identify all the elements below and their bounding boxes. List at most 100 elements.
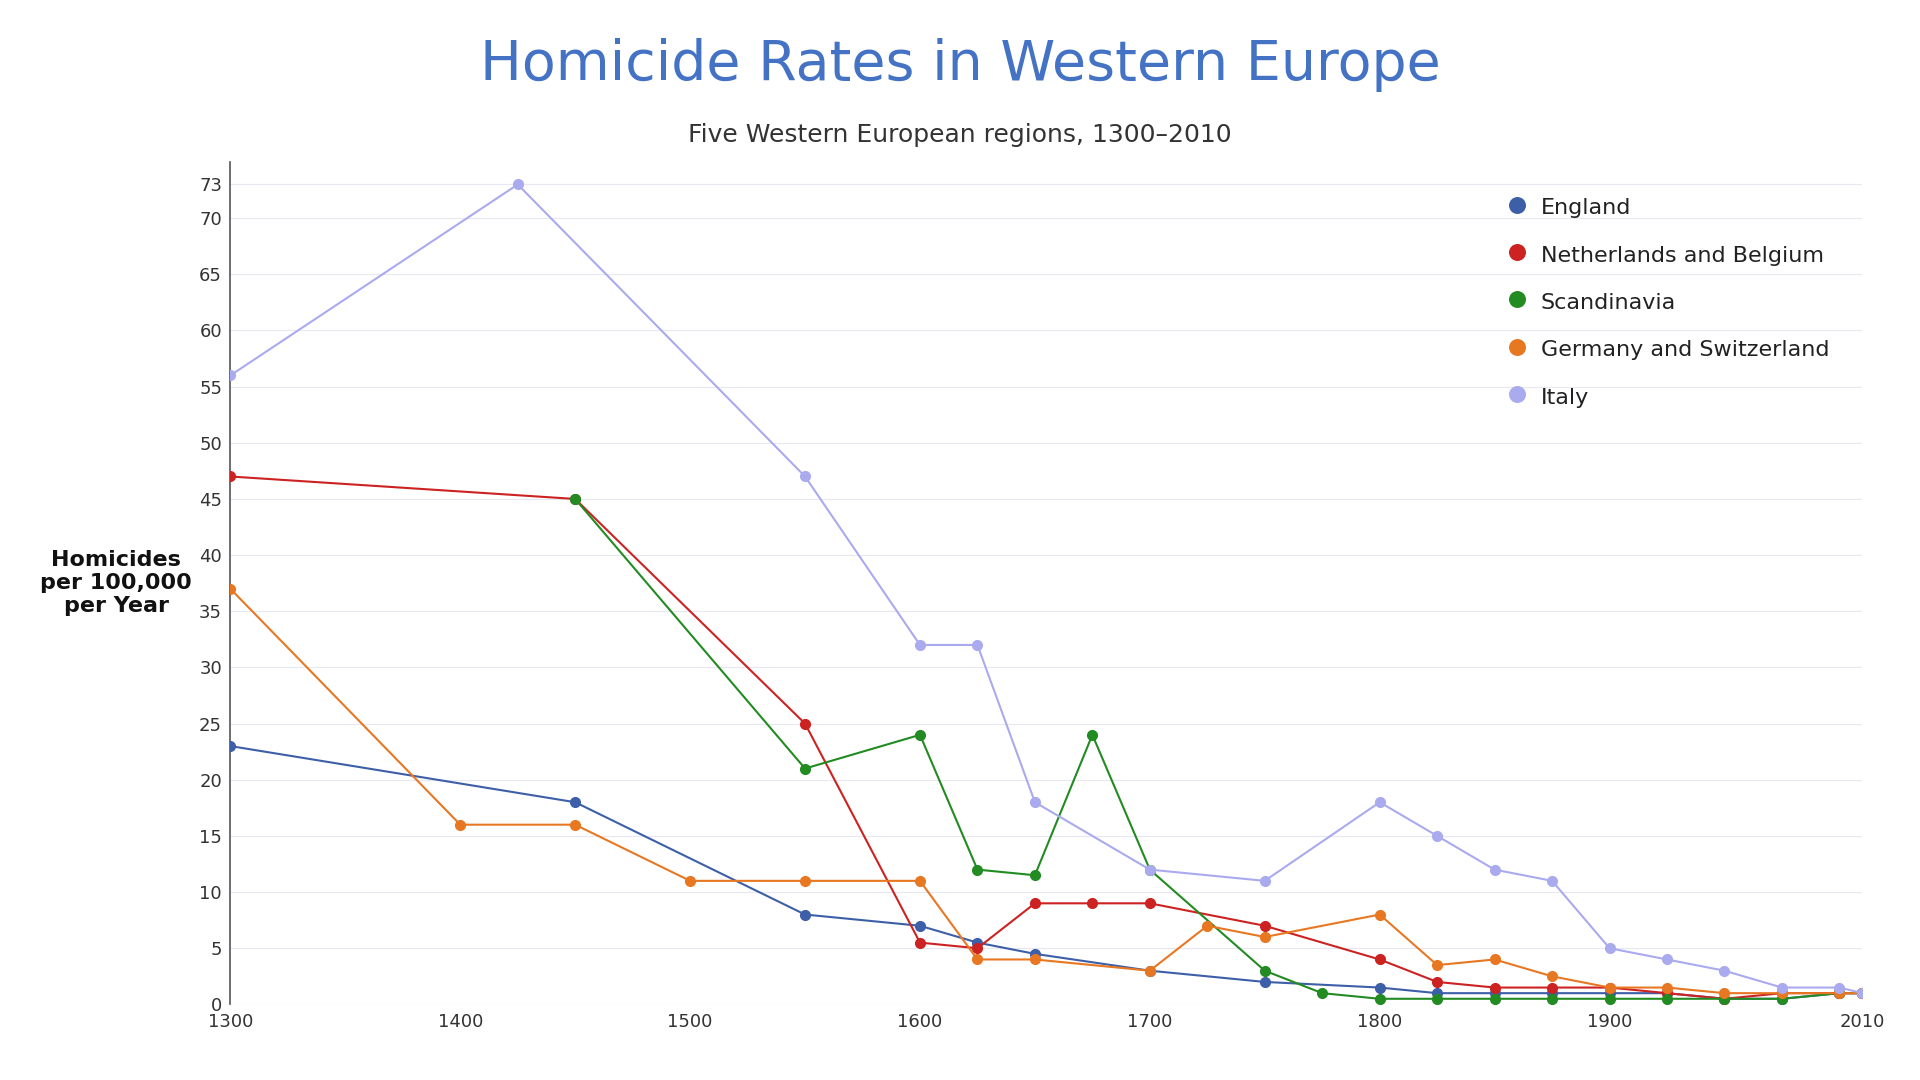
Scandinavia [1427,993,1450,1005]
Scandinavia [1311,987,1334,1000]
Italy [1540,875,1563,888]
Italy [1655,953,1678,966]
Netherlands and Belgium [1369,953,1392,966]
Netherlands and Belgium [219,470,242,483]
Scandinavia [1655,993,1678,1005]
Netherlands and Belgium [1482,981,1505,994]
Germany and Switzerland [1770,987,1793,1000]
Scandinavia [1828,987,1851,1000]
Italy [1851,987,1874,1000]
England [1540,987,1563,1000]
Germany and Switzerland [1427,959,1450,972]
Italy [1427,829,1450,842]
Legend: England, Netherlands and Belgium, Scandinavia, Germany and Switzerland, Italy: England, Netherlands and Belgium, Scandi… [1490,173,1851,430]
Italy [219,369,242,382]
Netherlands and Belgium [1770,987,1793,1000]
Line: England: England [225,741,1868,1003]
Scandinavia [1482,993,1505,1005]
Netherlands and Belgium [793,717,816,730]
Germany and Switzerland [1482,953,1505,966]
Netherlands and Belgium [1081,896,1104,909]
Scandinavia [793,762,816,775]
Italy [1369,796,1392,809]
Italy [1597,942,1620,955]
Germany and Switzerland [1254,931,1277,944]
Germany and Switzerland [1655,981,1678,994]
Germany and Switzerland [793,875,816,888]
Scandinavia [1023,868,1046,881]
Netherlands and Belgium [564,492,588,505]
England [1597,987,1620,1000]
Scandinavia [1369,993,1392,1005]
Netherlands and Belgium [1427,975,1450,988]
Netherlands and Belgium [966,942,989,955]
Netherlands and Belgium [1254,919,1277,932]
England [1023,947,1046,960]
Scandinavia [908,728,931,741]
Germany and Switzerland [1851,987,1874,1000]
Netherlands and Belgium [1713,993,1736,1005]
Italy [507,178,530,191]
Italy [966,638,989,651]
Y-axis label: Homicides
per 100,000
per Year: Homicides per 100,000 per Year [40,550,192,617]
Netherlands and Belgium [1597,981,1620,994]
Netherlands and Belgium [1655,987,1678,1000]
England [1369,981,1392,994]
Scandinavia [1597,993,1620,1005]
Germany and Switzerland [1196,919,1219,932]
England [908,919,931,932]
England [966,936,989,949]
Germany and Switzerland [1540,970,1563,983]
Germany and Switzerland [1828,987,1851,1000]
Germany and Switzerland [564,819,588,832]
Scandinavia [1770,993,1793,1005]
Italy [793,470,816,483]
Netherlands and Belgium [1540,981,1563,994]
Germany and Switzerland [449,819,472,832]
Scandinavia [1139,863,1162,876]
England [793,908,816,921]
England [1482,987,1505,1000]
Scandinavia [966,863,989,876]
Netherlands and Belgium [1828,987,1851,1000]
Italy [1770,981,1793,994]
Germany and Switzerland [908,875,931,888]
Italy [1254,875,1277,888]
England [1851,987,1874,1000]
Italy [1482,863,1505,876]
Italy [1139,863,1162,876]
England [564,796,588,809]
Italy [908,638,931,651]
Netherlands and Belgium [908,936,931,949]
Germany and Switzerland [1597,981,1620,994]
Netherlands and Belgium [1851,987,1874,1000]
England [1254,975,1277,988]
Germany and Switzerland [1713,987,1736,1000]
Scandinavia [1851,987,1874,1000]
England [1655,987,1678,1000]
Scandinavia [1081,728,1104,741]
Italy [1023,796,1046,809]
Italy [1828,981,1851,994]
England [1770,993,1793,1005]
Germany and Switzerland [966,953,989,966]
Germany and Switzerland [219,582,242,595]
Text: Homicide Rates in Western Europe: Homicide Rates in Western Europe [480,38,1440,92]
Scandinavia [564,492,588,505]
Germany and Switzerland [1139,964,1162,977]
Germany and Switzerland [1023,953,1046,966]
Line: Germany and Switzerland: Germany and Switzerland [225,584,1868,998]
England [219,740,242,753]
Scandinavia [1540,993,1563,1005]
Italy [1713,964,1736,977]
England [1828,987,1851,1000]
Scandinavia [1254,964,1277,977]
Scandinavia [1713,993,1736,1005]
England [1139,964,1162,977]
Netherlands and Belgium [1023,896,1046,909]
Text: Five Western European regions, 1300–2010: Five Western European regions, 1300–2010 [687,123,1233,147]
England [1427,987,1450,1000]
England [1713,993,1736,1005]
Netherlands and Belgium [1139,896,1162,909]
Line: Netherlands and Belgium: Netherlands and Belgium [225,472,1868,1003]
